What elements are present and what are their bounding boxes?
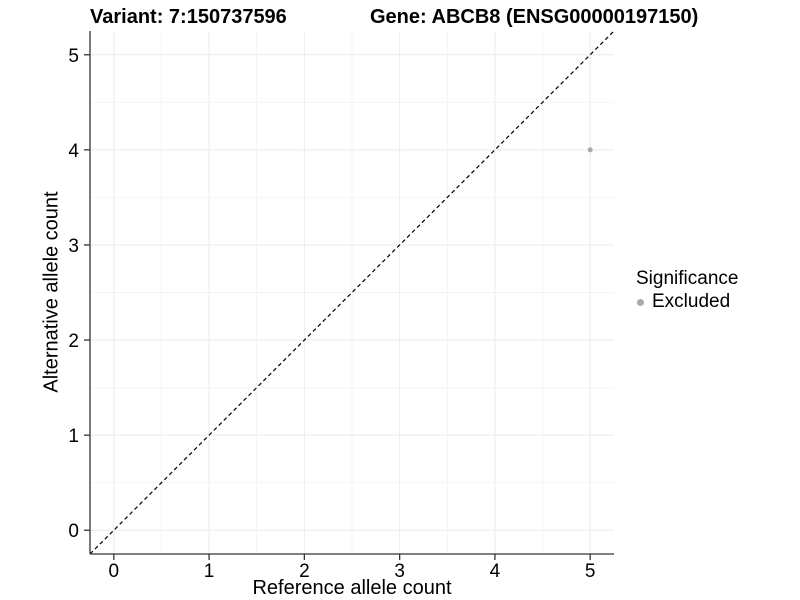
x-axis-title: Reference allele count (252, 577, 452, 599)
x-tick-label: 3 (394, 561, 405, 582)
legend: Significance Excluded (636, 267, 738, 313)
legend-title: Significance (636, 268, 739, 289)
gene-title: Gene: ABCB8 (ENSG00000197150) (370, 6, 699, 28)
x-tick-label: 5 (585, 561, 596, 582)
y-tick-label: 1 (68, 426, 79, 447)
legend-item: Excluded (636, 291, 738, 313)
x-tick-label: 0 (109, 561, 120, 582)
x-tick-label: 2 (299, 561, 310, 582)
y-tick-label: 2 (68, 331, 79, 352)
y-tick-label: 3 (68, 236, 79, 257)
data-point (587, 147, 593, 153)
identity-reference-line (89, 30, 615, 555)
variant-title: Variant: 7:150737596 (90, 6, 287, 28)
x-tick-label: 1 (204, 561, 215, 582)
legend-point-icon (637, 298, 644, 306)
y-axis-title: Alternative allele count (40, 191, 63, 393)
y-tick-label: 4 (68, 141, 79, 162)
y-tick-label: 5 (68, 46, 79, 67)
y-tick-label: 0 (68, 521, 79, 542)
x-tick-label: 4 (490, 561, 501, 582)
legend-item-label: Excluded (652, 291, 731, 312)
